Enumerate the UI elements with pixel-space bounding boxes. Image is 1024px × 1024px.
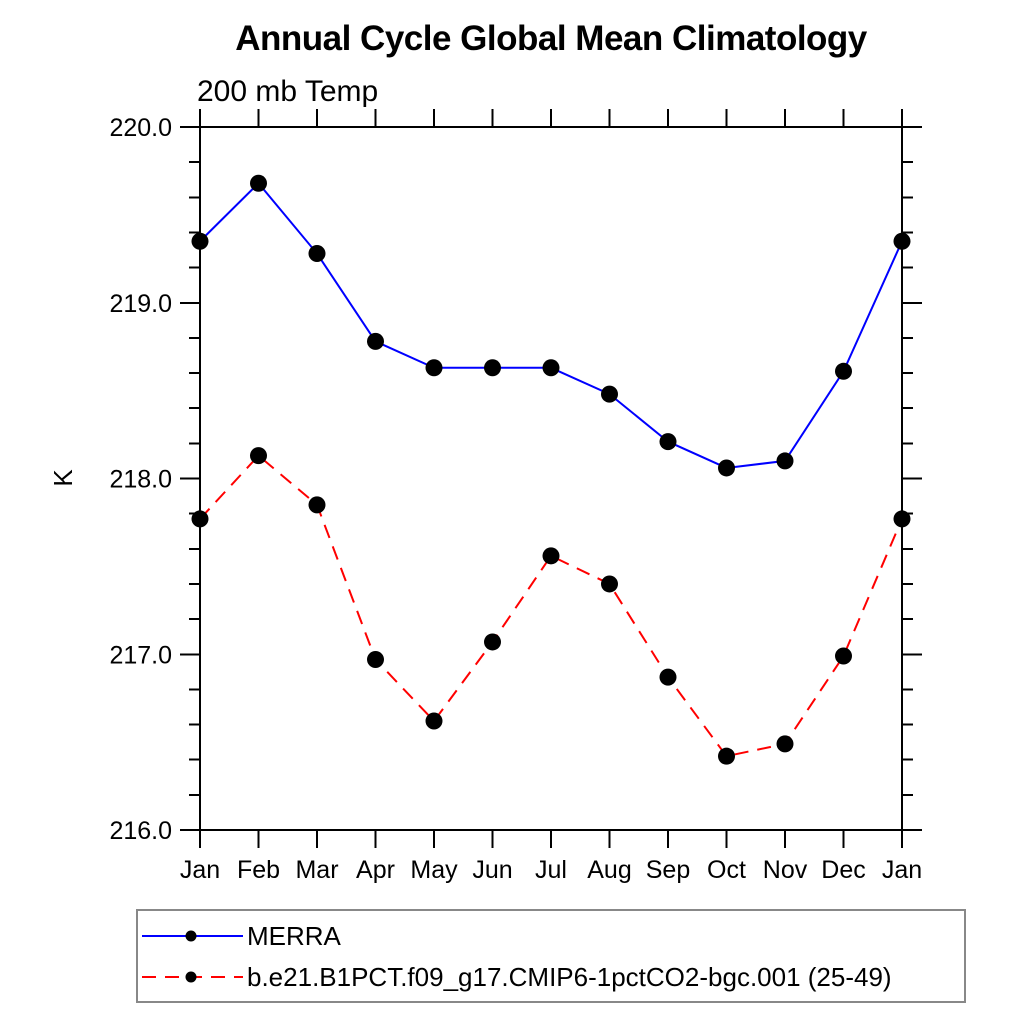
data-point-marker <box>835 362 852 380</box>
data-point-marker <box>308 496 326 514</box>
data-point-marker <box>718 747 735 765</box>
data-point-marker <box>776 452 794 470</box>
chart-subtitle: 200 mb Temp <box>197 75 378 108</box>
legend-marker <box>185 971 197 983</box>
data-point-marker <box>659 433 677 451</box>
data-point-marker <box>308 245 326 263</box>
legend-box <box>136 909 966 1003</box>
legend-label: MERRA <box>247 921 342 951</box>
series-line-solid <box>199 181 903 469</box>
data-point-marker <box>484 359 501 377</box>
legend-label: b.e21.B1PCT.f09_g17.CMIP6-1pctCO2-bgc.00… <box>247 962 892 992</box>
data-point-marker <box>191 232 209 250</box>
x-tick-label: Dec <box>821 856 865 884</box>
data-point-marker <box>893 232 911 250</box>
data-point-marker <box>425 712 443 730</box>
x-tick-label: Nov <box>763 856 808 884</box>
y-tick-label: 216.0 <box>109 817 172 845</box>
data-point-marker <box>659 668 677 686</box>
data-point-marker <box>893 510 911 528</box>
series-group <box>191 174 911 765</box>
x-tick-label: Jan <box>882 856 922 884</box>
tick-labels-group: Jan Feb Mar Apr May Jun Jul Aug Sep Oct Nov Dec Jan 2… <box>109 114 922 884</box>
y-axis-unit-label: K <box>48 469 78 487</box>
legend-row: MERRA <box>142 921 342 951</box>
y-tick-label: 218.0 <box>109 466 172 494</box>
legend-row: b.e21.B1PCT.f09_g17.CMIP6-1pctCO2-bgc.00… <box>142 962 892 992</box>
series-line-dashed <box>199 454 903 758</box>
data-point-marker <box>835 647 852 665</box>
data-point-marker <box>718 459 735 477</box>
x-tick-label: Feb <box>237 856 280 884</box>
data-point-marker <box>601 575 618 593</box>
legend-marker <box>185 930 197 942</box>
data-point-marker <box>250 447 267 465</box>
data-point-marker <box>601 385 618 403</box>
y-tick-label: 219.0 <box>109 290 172 318</box>
series-merra <box>191 174 911 477</box>
x-tick-label: Apr <box>356 856 395 884</box>
y-tick-label: 217.0 <box>109 641 172 669</box>
x-tick-label: Jun <box>472 856 512 884</box>
x-tick-label: Sep <box>646 856 690 884</box>
legend-group: MERRA b.e21.B1PCT.f09_g17.CMIP6-1pctCO2-b… <box>136 909 966 1003</box>
data-point-marker <box>191 510 209 528</box>
data-point-marker <box>484 633 501 651</box>
y-tick-label: 220.0 <box>109 114 172 142</box>
data-point-marker <box>542 547 560 565</box>
x-tick-label: Mar <box>295 856 338 884</box>
data-point-marker <box>776 735 794 753</box>
series-model <box>191 447 911 765</box>
x-tick-label: Jan <box>180 856 220 884</box>
ticks-group <box>180 109 922 848</box>
data-point-marker <box>367 332 384 350</box>
x-tick-label: May <box>410 856 458 884</box>
data-point-marker <box>542 359 560 377</box>
data-point-marker <box>425 359 443 377</box>
x-tick-label: Jul <box>535 856 567 884</box>
chart-title: Annual Cycle Global Mean Climatology <box>235 19 868 58</box>
x-tick-label: Oct <box>707 856 746 884</box>
data-point-marker <box>250 174 267 192</box>
x-tick-label: Aug <box>587 856 631 884</box>
data-point-marker <box>367 651 384 669</box>
